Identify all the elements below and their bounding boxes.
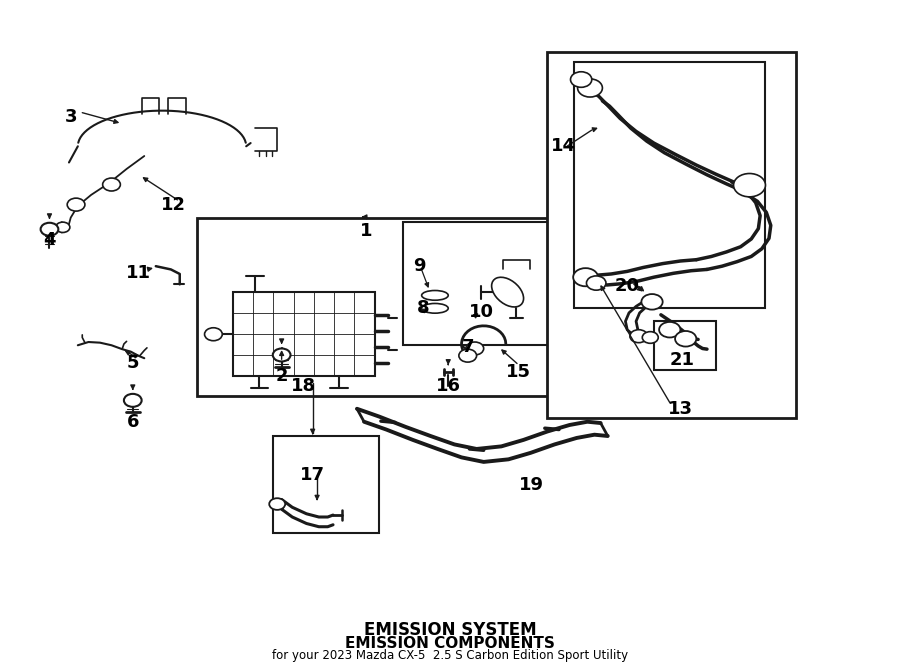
Circle shape: [642, 294, 662, 310]
Text: EMISSION COMPONENTS: EMISSION COMPONENTS: [345, 636, 555, 651]
Text: 9: 9: [413, 258, 425, 275]
Text: 12: 12: [161, 195, 186, 214]
Ellipse shape: [421, 291, 448, 300]
Circle shape: [578, 79, 602, 97]
Circle shape: [571, 71, 592, 87]
Text: 6: 6: [127, 412, 139, 431]
Ellipse shape: [421, 303, 448, 313]
Text: 4: 4: [43, 231, 56, 250]
Circle shape: [68, 198, 85, 211]
Text: 20: 20: [615, 277, 640, 295]
Text: 16: 16: [436, 377, 461, 395]
Text: 7: 7: [462, 338, 474, 356]
Text: 11: 11: [126, 263, 150, 281]
Text: 21: 21: [670, 351, 695, 369]
Text: 1: 1: [360, 222, 372, 240]
Text: 18: 18: [292, 377, 317, 395]
Bar: [403, 222, 554, 346]
Circle shape: [204, 328, 222, 341]
Circle shape: [124, 394, 141, 407]
Circle shape: [103, 178, 121, 191]
Bar: [574, 62, 765, 308]
Circle shape: [587, 276, 606, 290]
Text: 3: 3: [65, 108, 77, 126]
Bar: [197, 218, 588, 396]
Text: 14: 14: [551, 137, 576, 156]
Circle shape: [273, 348, 291, 361]
Text: 19: 19: [519, 476, 544, 495]
Ellipse shape: [491, 277, 524, 307]
Bar: [653, 321, 716, 370]
Bar: [233, 292, 374, 377]
Circle shape: [675, 331, 697, 346]
Bar: [273, 436, 379, 533]
Circle shape: [734, 173, 766, 197]
Text: for your 2023 Mazda CX-5  2.5 S Carbon Edition Sport Utility: for your 2023 Mazda CX-5 2.5 S Carbon Ed…: [272, 649, 628, 662]
Text: EMISSION SYSTEM: EMISSION SYSTEM: [364, 621, 536, 639]
Text: 5: 5: [127, 354, 139, 373]
Text: 10: 10: [469, 303, 493, 320]
Circle shape: [459, 349, 477, 362]
Text: 17: 17: [301, 466, 325, 484]
Circle shape: [573, 268, 598, 286]
Text: 13: 13: [668, 400, 693, 418]
Text: 2: 2: [275, 367, 288, 385]
Circle shape: [40, 223, 58, 236]
Circle shape: [269, 498, 285, 510]
Text: 15: 15: [506, 363, 531, 381]
Circle shape: [466, 342, 483, 355]
Bar: [547, 52, 796, 418]
Circle shape: [630, 330, 648, 343]
Circle shape: [659, 322, 680, 338]
Circle shape: [643, 332, 658, 344]
Text: 8: 8: [417, 299, 429, 317]
Circle shape: [56, 222, 70, 232]
